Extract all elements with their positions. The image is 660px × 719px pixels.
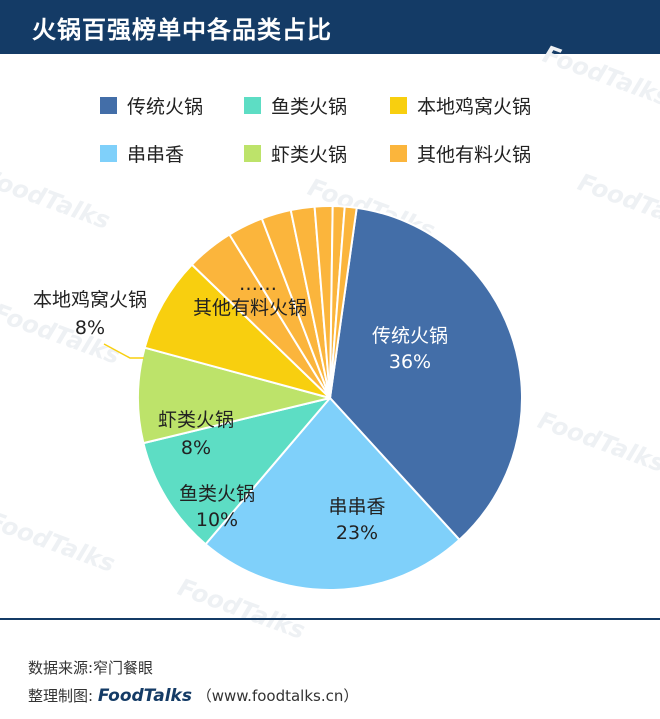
legend-swatch bbox=[244, 97, 261, 114]
legend-item: 串串香 bbox=[100, 140, 244, 167]
footer-divider bbox=[0, 618, 660, 620]
legend-swatch bbox=[390, 145, 407, 162]
legend-item: 虾类火锅 bbox=[244, 140, 390, 167]
legend-item: 本地鸡窝火锅 bbox=[390, 92, 590, 119]
pie-slice bbox=[204, 397, 461, 591]
slice-label: 鱼类火锅 bbox=[179, 483, 255, 505]
slice-value-label: 8% bbox=[181, 437, 211, 459]
leader-line bbox=[103, 343, 144, 359]
slice-label: 串串香 bbox=[328, 496, 385, 518]
brand-logo-text: FoodTalks bbox=[97, 686, 192, 706]
slice-ellipsis: …… bbox=[239, 273, 277, 295]
slice-value-label: 23% bbox=[336, 522, 378, 544]
legend-label: 其他有料火锅 bbox=[417, 144, 532, 166]
data-source: 数据来源:窄门餐眼 bbox=[28, 659, 154, 677]
pie-slice bbox=[329, 206, 523, 541]
legend-label: 虾类火锅 bbox=[271, 144, 348, 166]
legend-item: 传统火锅 bbox=[100, 92, 244, 119]
legend-label: 传统火锅 bbox=[127, 96, 204, 118]
legend-swatch bbox=[390, 97, 407, 114]
legend-label: 本地鸡窝火锅 bbox=[417, 96, 532, 118]
slice-label: 传统火锅 bbox=[372, 325, 448, 347]
pie-slice-other-sub bbox=[329, 205, 358, 399]
slice-label: 本地鸡窝火锅 bbox=[33, 289, 147, 311]
slice-value-label: 10% bbox=[196, 509, 238, 531]
credit-prefix: 整理制图: bbox=[28, 687, 94, 705]
legend-item: 鱼类火锅 bbox=[244, 92, 390, 119]
website-url[interactable]: （www.foodtalks.cn） bbox=[196, 687, 359, 705]
legend-swatch bbox=[100, 97, 117, 114]
legend-swatch bbox=[100, 145, 117, 162]
legend-label: 串串香 bbox=[127, 144, 185, 166]
slice-label: 其他有料火锅 bbox=[193, 297, 307, 319]
legend-item: 其他有料火锅 bbox=[390, 140, 590, 167]
legend: 传统火锅 鱼类火锅 本地鸡窝火锅 串串香 虾类火锅 其他有料火锅 bbox=[100, 92, 620, 167]
pie-slice bbox=[142, 397, 331, 546]
legend-label: 鱼类火锅 bbox=[271, 96, 348, 118]
slice-label: 虾类火锅 bbox=[158, 409, 234, 431]
slice-value-label: 8% bbox=[75, 317, 105, 339]
pie-slice bbox=[143, 263, 331, 399]
chart-title: 火锅百强榜单中各品类占比 bbox=[32, 16, 332, 44]
legend-swatch bbox=[244, 145, 261, 162]
slice-value-label: 36% bbox=[389, 351, 431, 373]
pie-slice bbox=[137, 346, 331, 445]
title-bar: 火锅百强榜单中各品类占比 bbox=[0, 0, 660, 54]
credit-line: 整理制图: FoodTalks （www.foodtalks.cn） bbox=[28, 685, 358, 706]
